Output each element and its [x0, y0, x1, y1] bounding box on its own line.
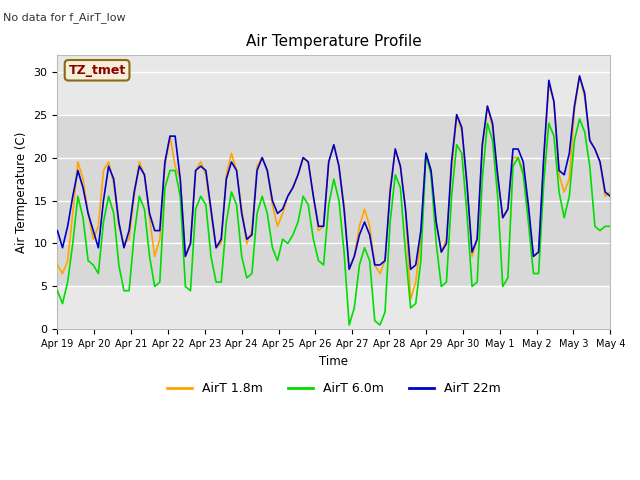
Text: No data for f_AirT_low: No data for f_AirT_low [3, 12, 126, 23]
Title: Air Temperature Profile: Air Temperature Profile [246, 34, 422, 49]
X-axis label: Time: Time [319, 355, 348, 368]
Y-axis label: Air Termperature (C): Air Termperature (C) [15, 131, 28, 252]
Legend: AirT 1.8m, AirT 6.0m, AirT 22m: AirT 1.8m, AirT 6.0m, AirT 22m [162, 377, 506, 400]
Bar [58, 115, 611, 287]
Text: TZ_tmet: TZ_tmet [68, 64, 125, 77]
